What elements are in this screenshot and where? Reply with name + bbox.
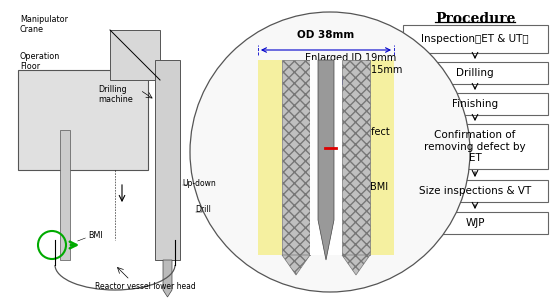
Bar [110, 30, 160, 80]
Text: Drill: Drill [195, 206, 211, 214]
Text: Finishing: Finishing [452, 99, 498, 109]
Polygon shape [163, 260, 172, 297]
Text: Procedure: Procedure [435, 12, 515, 26]
Bar [403, 25, 548, 53]
Text: BMI: BMI [88, 230, 102, 239]
Text: Inspection（ET & UT）: Inspection（ET & UT） [421, 34, 529, 44]
Text: Up-down: Up-down [182, 178, 216, 188]
Bar [342, 60, 370, 255]
Text: Enlarged ID 19mm: Enlarged ID 19mm [305, 53, 396, 63]
Bar [403, 93, 548, 115]
Polygon shape [282, 255, 310, 275]
Polygon shape [342, 255, 370, 275]
Bar [18, 70, 148, 170]
Bar [403, 124, 548, 169]
Text: defect: defect [339, 127, 391, 147]
Bar [370, 60, 394, 255]
Text: Drilling
machine: Drilling machine [98, 85, 133, 104]
Polygon shape [318, 60, 334, 260]
Text: OD 38mm: OD 38mm [297, 30, 354, 40]
Text: Original ID 15mm: Original ID 15mm [316, 65, 403, 75]
Text: BMI: BMI [361, 182, 388, 192]
Text: Reactor vessel lower head: Reactor vessel lower head [95, 282, 196, 291]
Text: Confirmation of
removing defect by
ET: Confirmation of removing defect by ET [424, 130, 526, 163]
Bar [155, 60, 180, 260]
Bar [258, 60, 282, 255]
Circle shape [190, 12, 470, 292]
Bar [282, 60, 310, 255]
Bar [60, 130, 70, 260]
Text: Drilling: Drilling [456, 68, 494, 78]
Text: Size inspections & VT: Size inspections & VT [419, 186, 531, 196]
Text: Manipulator
Crane: Manipulator Crane [20, 15, 68, 34]
Bar [403, 180, 548, 202]
Text: WJP: WJP [465, 218, 485, 228]
Text: Operation
Floor: Operation Floor [20, 52, 60, 71]
Bar [403, 62, 548, 84]
Bar [403, 212, 548, 234]
Bar [310, 60, 342, 255]
